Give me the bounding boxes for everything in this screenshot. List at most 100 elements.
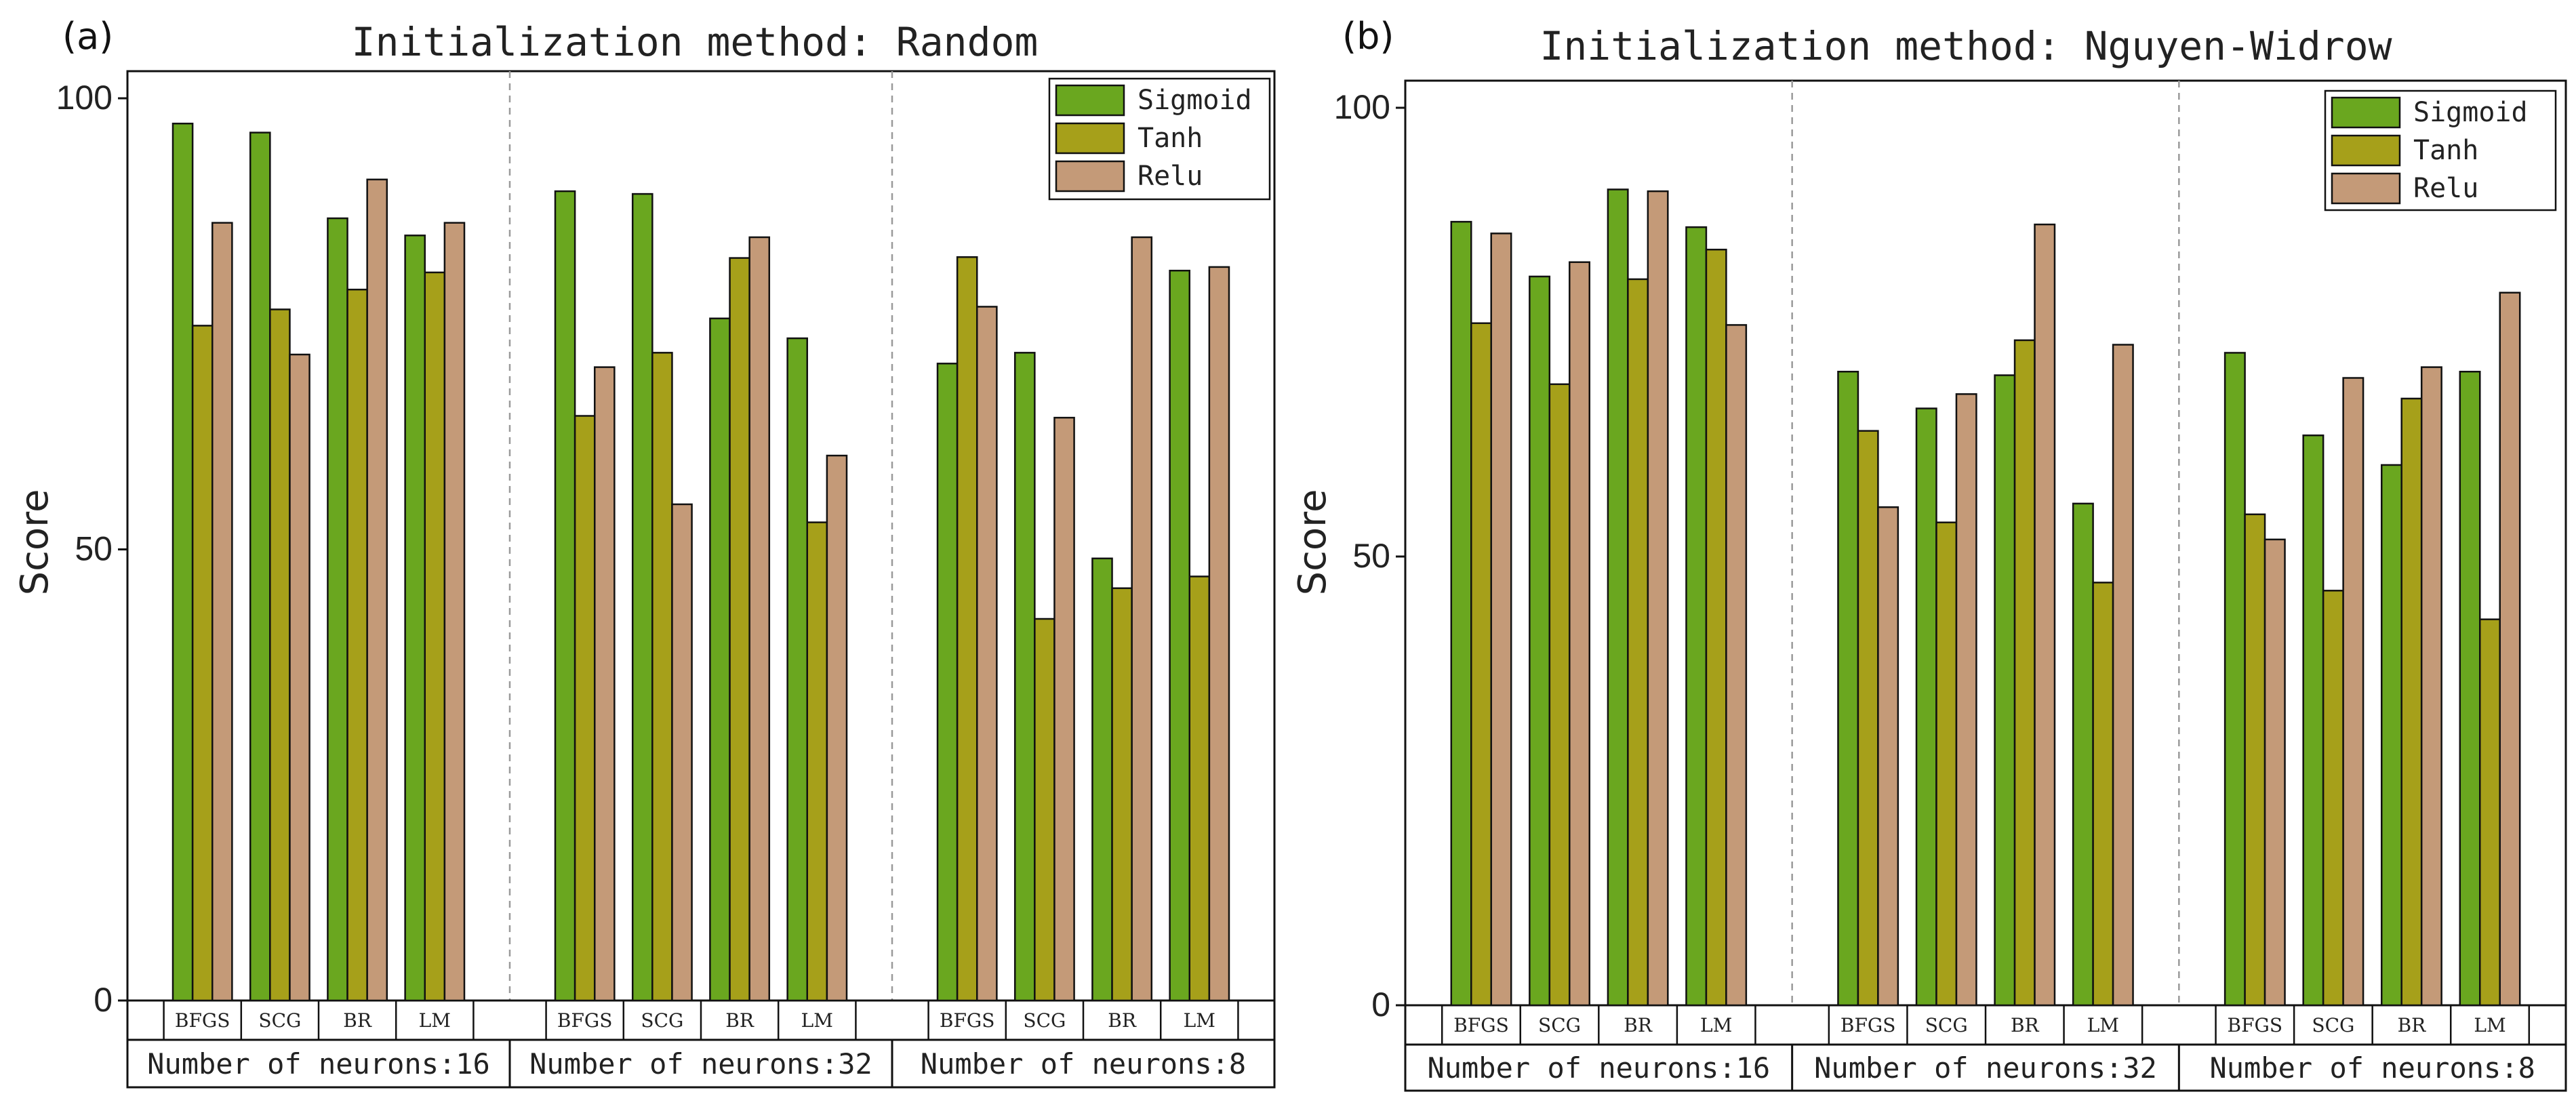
panel-a-group-label: Number of neurons:32 [529, 1047, 872, 1080]
panel-b-legend-label-relu: Relu [2413, 173, 2478, 204]
panel-a-category-label: SCG [258, 1009, 301, 1032]
panel-b-bar-tanh-bfgs [1857, 430, 1879, 1007]
panel-a-bar-relu-bfgs [975, 306, 998, 1002]
panel-b-category-label: BR [1624, 1014, 1653, 1036]
panel-a-legend-swatch-relu [1055, 160, 1125, 193]
panel-b-bar-tanh-br [1627, 278, 1649, 1007]
panel-b-bar-tanh-scg [2322, 590, 2344, 1007]
panel-b-bar-relu-lm [1725, 324, 1748, 1007]
panel-a-bar-sigmoid-br [327, 217, 348, 1002]
panel-b-bar-tanh-lm [2479, 618, 2501, 1007]
panel-b-bar-tanh-lm [2092, 582, 2114, 1007]
panel-a-category-label: BFGS [940, 1009, 995, 1032]
panel-b-bar-sigmoid-lm [1685, 226, 1708, 1007]
panel-a-ytick-label: 100 [56, 79, 113, 117]
panel-b-letter: (b) [1342, 15, 1394, 58]
panel-a-bar-tanh-bfgs [573, 415, 596, 1002]
panel-a-bar-sigmoid-bfgs [936, 363, 959, 1002]
panel-b-legend-label-sigmoid: Sigmoid [2413, 97, 2528, 128]
panel-a-random: (a) Initialization method: Random Score … [13, 15, 1276, 1089]
panel-b-bar-relu-br [2420, 366, 2442, 1007]
panel-b-bar-sigmoid-bfgs [1450, 220, 1472, 1007]
panel-a-bar-relu-bfgs [593, 366, 616, 1002]
panel-a-bar-tanh-lm [1188, 575, 1211, 1002]
panel-a-bar-tanh-scg [1034, 618, 1055, 1002]
panel-b-category-label: LM [2087, 1014, 2119, 1036]
panel-a-ytick-label: 0 [94, 981, 113, 1019]
panel-b-category-label: SCG [1925, 1014, 1968, 1036]
panel-b-bar-tanh-bfgs [2244, 513, 2266, 1007]
panel-a-bar-sigmoid-scg [249, 132, 271, 1002]
panel-b-bar-sigmoid-bfgs [2223, 352, 2246, 1007]
panel-b-bar-tanh-br [2013, 339, 2036, 1007]
panel-a-bar-relu-scg [671, 503, 693, 1002]
panel-b-bar-tanh-br [2400, 397, 2423, 1007]
panel-a-category-label: BR [343, 1009, 372, 1032]
panel-a-bar-sigmoid-br [1091, 557, 1113, 1002]
panel-b-category-label: BR [2398, 1014, 2427, 1036]
panel-b-nguyen-widrow: (b) Initialization method: Nguyen-Widrow… [1291, 15, 2567, 1092]
panel-a-bar-relu-scg [1053, 416, 1075, 1002]
panel-a-legend-swatch-tanh [1055, 122, 1125, 155]
panel-b-ytick-label: 0 [1371, 986, 1390, 1024]
panel-b-group-label: Number of neurons:32 [1814, 1051, 2157, 1085]
panel-a-bar-relu-lm [826, 454, 848, 1002]
panel-b-category-label: LM [1700, 1014, 1732, 1036]
panel-b-bar-sigmoid-scg [1529, 275, 1551, 1007]
panel-a-bar-relu-lm [1208, 266, 1230, 1002]
panel-b-bar-tanh-scg [1935, 521, 1958, 1007]
panel-a-legend-label-tanh: Tanh [1138, 123, 1203, 154]
panel-a-bar-relu-bfgs [211, 222, 233, 1002]
panel-b-legend-swatch-tanh [2331, 134, 2401, 167]
panel-a-category-label: SCG [1023, 1009, 1066, 1032]
panel-a-bar-relu-br [748, 236, 771, 1002]
panel-a-bar-sigmoid-lm [404, 235, 426, 1002]
panel-a-bar-sigmoid-bfgs [172, 123, 194, 1002]
panel-b-bar-relu-scg [2342, 377, 2364, 1007]
panel-a-ytick-label: 50 [75, 530, 113, 568]
panel-b-category-label: BFGS [1840, 1014, 1896, 1036]
panel-b-bar-sigmoid-br [2380, 464, 2402, 1007]
panel-b-bar-tanh-lm [1705, 248, 1727, 1007]
panel-a-bar-relu-br [1131, 236, 1153, 1002]
panel-a-bar-relu-lm [443, 222, 466, 1002]
panel-a-bar-tanh-br [346, 288, 368, 1002]
panel-a-bar-tanh-br [729, 257, 750, 1002]
panel-a-bar-sigmoid-scg [1013, 352, 1036, 1002]
panel-b-ytick-label: 50 [1352, 537, 1390, 575]
panel-a-bar-sigmoid-lm [1169, 269, 1191, 1002]
panel-b-bar-sigmoid-lm [2072, 502, 2094, 1007]
panel-a-legend-swatch-sigmoid [1055, 84, 1125, 117]
panel-b-bar-relu-bfgs [1877, 506, 1899, 1007]
panel-a-bar-tanh-lm [424, 271, 446, 1002]
panel-a-category-label: BFGS [557, 1009, 613, 1032]
panel-a-bar-sigmoid-bfgs [554, 190, 576, 1002]
panel-b-bar-sigmoid-lm [2459, 371, 2481, 1007]
panel-a-category-label: BFGS [175, 1009, 230, 1032]
panel-a-letter: (a) [62, 15, 113, 58]
panel-b-title: Initialization method: Nguyen-Widrow [1539, 23, 2392, 69]
panel-a-category-label: LM [419, 1009, 451, 1032]
panel-b-bar-relu-bfgs [2263, 538, 2286, 1007]
panel-a-category-label: BR [725, 1009, 754, 1032]
panel-b-bar-relu-lm [2499, 291, 2521, 1007]
panel-b-category-label: SCG [2312, 1014, 2354, 1036]
panel-a-ylabel: Score [13, 489, 57, 596]
panel-a-legend-label-sigmoid: Sigmoid [1138, 85, 1252, 116]
panel-a-bar-tanh-br [1111, 587, 1133, 1002]
panel-a-legend-label-relu: Relu [1138, 161, 1203, 192]
panel-b-bar-relu-lm [2112, 344, 2134, 1007]
panel-b-legend-swatch-sigmoid [2331, 96, 2401, 129]
panel-a-group-label: Number of neurons:16 [147, 1047, 490, 1080]
panel-a-bar-tanh-scg [651, 352, 673, 1002]
panel-b-bar-relu-scg [1569, 261, 1591, 1007]
panel-a-bar-tanh-bfgs [956, 256, 978, 1002]
panel-a-bar-tanh-scg [269, 308, 291, 1002]
panel-a-category-label: LM [801, 1009, 833, 1032]
panel-b-legend-label-tanh: Tanh [2413, 135, 2478, 166]
panel-b-bar-sigmoid-bfgs [1837, 371, 1859, 1007]
panel-b-category-label: BFGS [2228, 1014, 2283, 1036]
panel-b-bar-sigmoid-scg [2302, 435, 2325, 1007]
panel-b-bar-sigmoid-scg [1915, 407, 1937, 1007]
